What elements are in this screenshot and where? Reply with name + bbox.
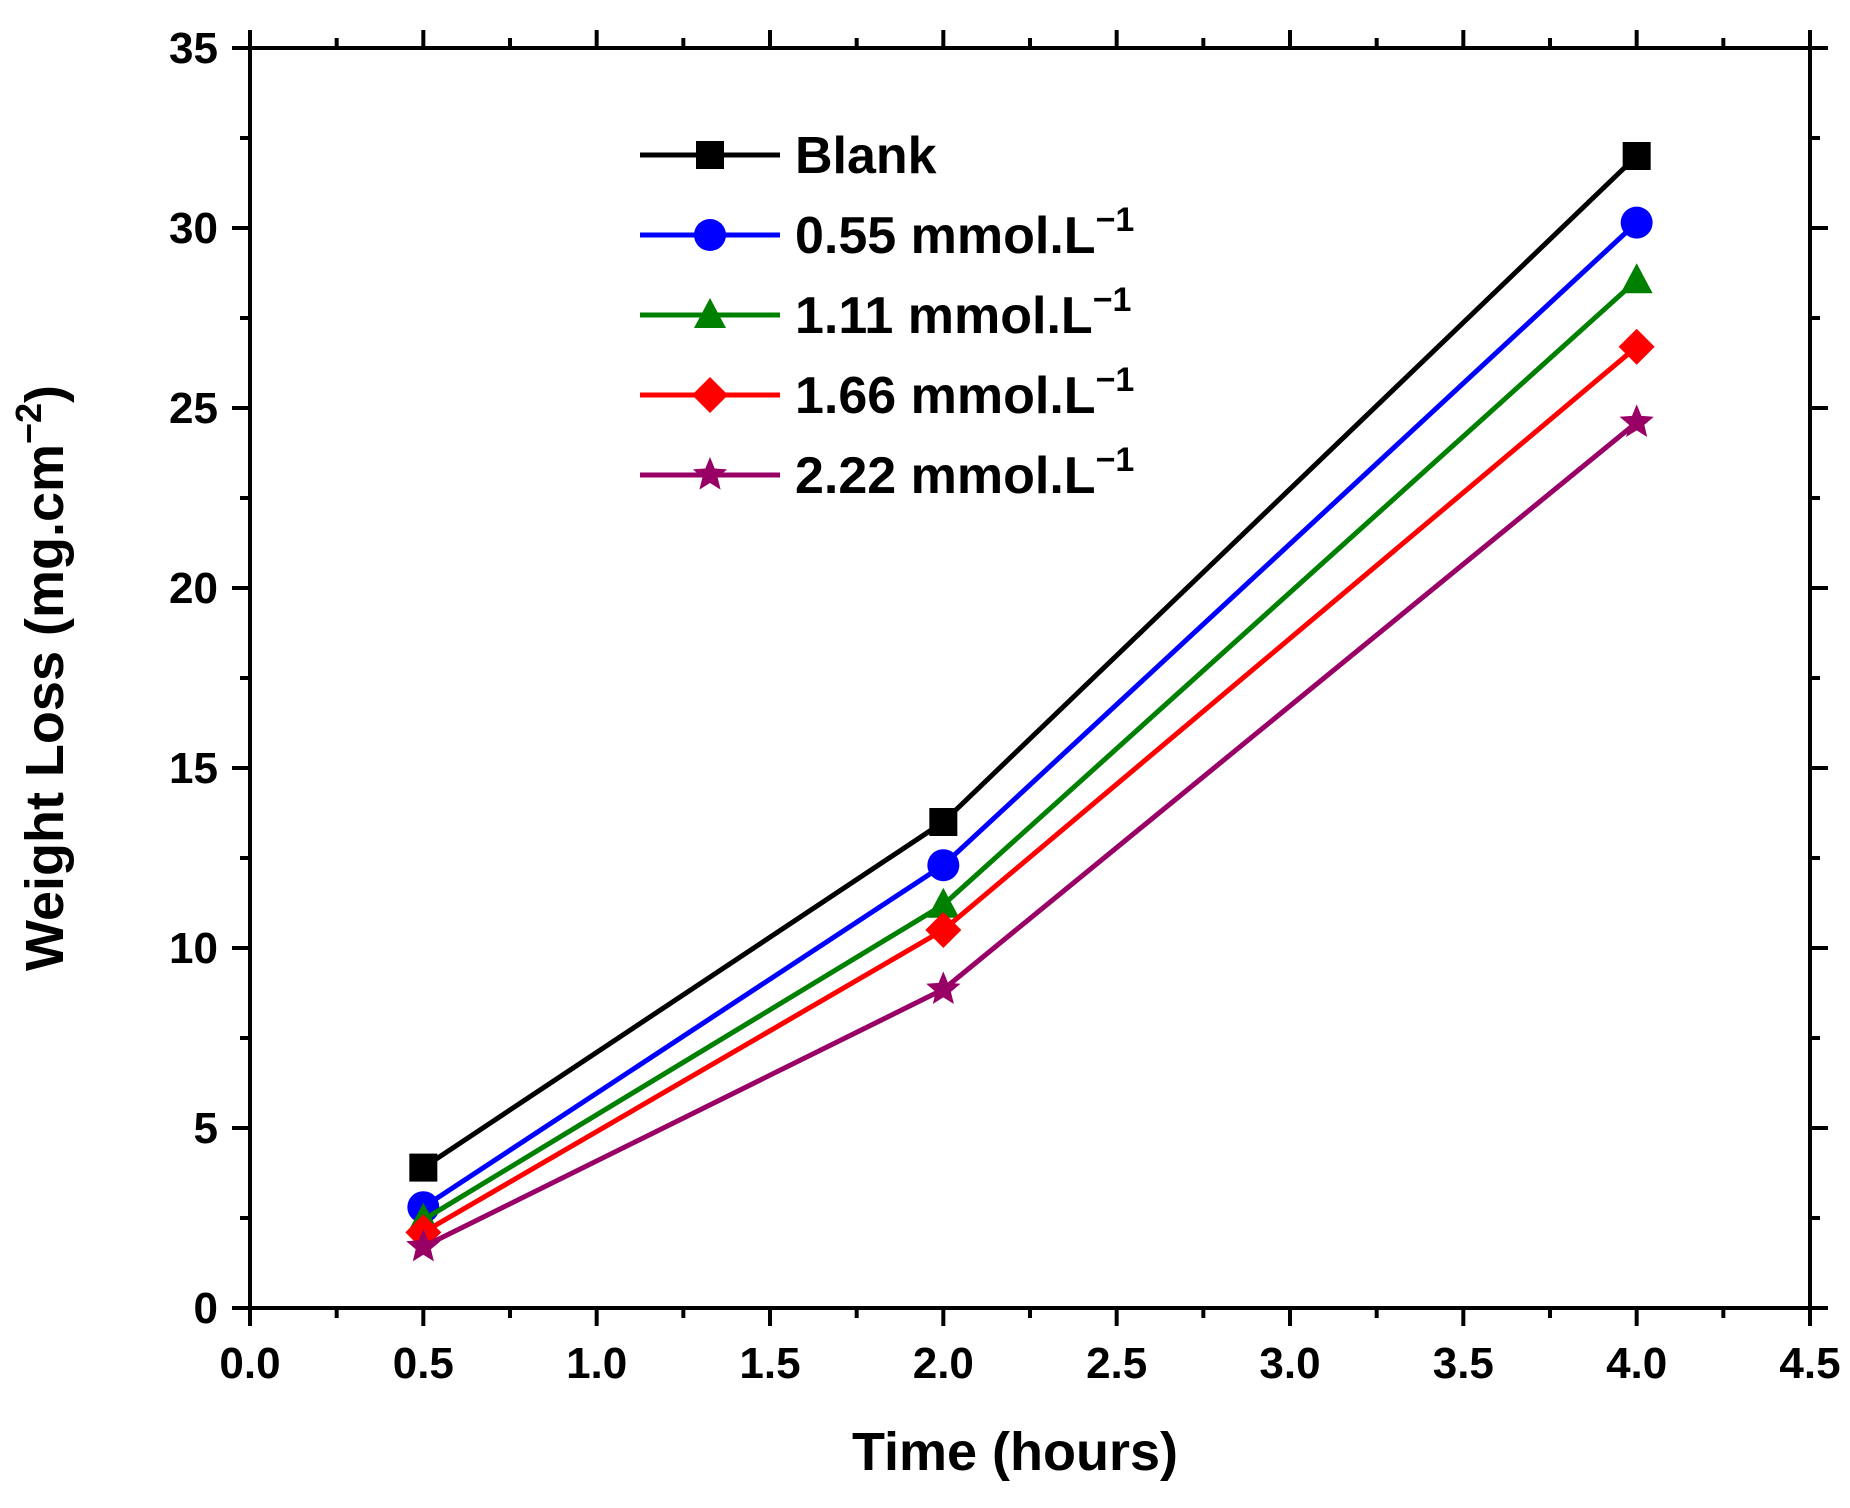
- legend-marker-0-55-mmol-l: [694, 219, 726, 251]
- y-tick-label: 20: [169, 564, 218, 613]
- data-point-2-22-mmol-l: [1619, 404, 1654, 437]
- y-tick-label: 10: [169, 924, 218, 973]
- y-tick-label: 25: [169, 384, 218, 433]
- x-tick-label: 0.5: [393, 1339, 454, 1388]
- data-point-0-55-mmol-l: [927, 849, 960, 882]
- x-tick-label: 4.0: [1606, 1339, 1667, 1388]
- series-line-2-22-mmol-l: [422, 420, 1639, 1250]
- legend-label-text: 1.66 mmol.L: [795, 367, 1096, 425]
- x-axis-title: Time (hours): [852, 1422, 1178, 1482]
- data-point-2-22-mmol-l: [406, 1228, 441, 1262]
- legend-label-exponent: −1: [1096, 201, 1135, 239]
- legend-marker-1-11-mmol-l: [694, 298, 726, 328]
- x-tick-label: 1.5: [739, 1339, 800, 1388]
- y-tick-label: 15: [169, 744, 218, 793]
- legend-label-2-22-mmol-l: 2.22 mmol.L−1: [795, 441, 1134, 505]
- legend-label-blank: Blank: [795, 127, 937, 185]
- y-tick-label: 35: [169, 24, 218, 73]
- legend-marker-2-22-mmol-l: [692, 457, 728, 490]
- y-axis-title: Weight Loss (mg.cm−2): [8, 385, 75, 971]
- data-point-blank: [929, 808, 958, 836]
- data-point-1-11-mmol-l: [1620, 263, 1653, 294]
- x-tick-label: 2.0: [913, 1339, 974, 1388]
- legend-label-1-66-mmol-l: 1.66 mmol.L−1: [795, 361, 1134, 425]
- y-tick-label: 0: [194, 1284, 218, 1333]
- data-point-blank: [1622, 142, 1651, 170]
- data-point-1-66-mmol-l: [925, 912, 962, 948]
- legend-marker-blank: [696, 141, 724, 169]
- data-point-2-22-mmol-l: [926, 971, 961, 1004]
- y-axis-title-close: ): [15, 385, 75, 403]
- x-tick-label: 0.0: [219, 1339, 280, 1388]
- data-point-0-55-mmol-l: [1620, 206, 1653, 239]
- legend-label-exponent: −1: [1096, 441, 1135, 479]
- legend-label-text: 1.11 mmol.L: [795, 287, 1093, 345]
- data-point-1-11-mmol-l: [927, 887, 960, 918]
- x-tick-label: 3.0: [1259, 1339, 1320, 1388]
- legend-marker-1-66-mmol-l: [692, 377, 728, 413]
- x-tick-label: 3.5: [1433, 1339, 1494, 1388]
- y-tick-label: 5: [194, 1104, 218, 1153]
- x-tick-label: 2.5: [1086, 1339, 1147, 1388]
- legend-label-1-11-mmol-l: 1.11 mmol.L−1: [795, 281, 1131, 345]
- legend-label-exponent: −1: [1096, 361, 1135, 399]
- series-group: [405, 142, 1655, 1262]
- data-point-1-66-mmol-l: [1618, 328, 1655, 365]
- legend-label-text: 0.55 mmol.L: [795, 207, 1096, 265]
- legend-label-text: Blank: [795, 127, 937, 185]
- y-axis-title-exponent: −2: [8, 403, 49, 444]
- y-axis-title-main: Weight Loss (mg.cm: [15, 444, 75, 971]
- legend-label-exponent: −1: [1093, 281, 1132, 319]
- y-tick-label: 30: [169, 204, 218, 253]
- x-tick-label: 1.0: [566, 1339, 627, 1388]
- legend-label-0-55-mmol-l: 0.55 mmol.L−1: [795, 201, 1134, 265]
- legend-label-text: 2.22 mmol.L: [795, 447, 1096, 505]
- axes-group: 0.0 0.5 1.0 1.5 2.0 2.5 3.0 3.5 4.0 4.5 0 5 10 15 20 25…: [169, 24, 1841, 1388]
- data-point-blank: [409, 1153, 438, 1182]
- x-tick-label: 4.5: [1779, 1339, 1840, 1388]
